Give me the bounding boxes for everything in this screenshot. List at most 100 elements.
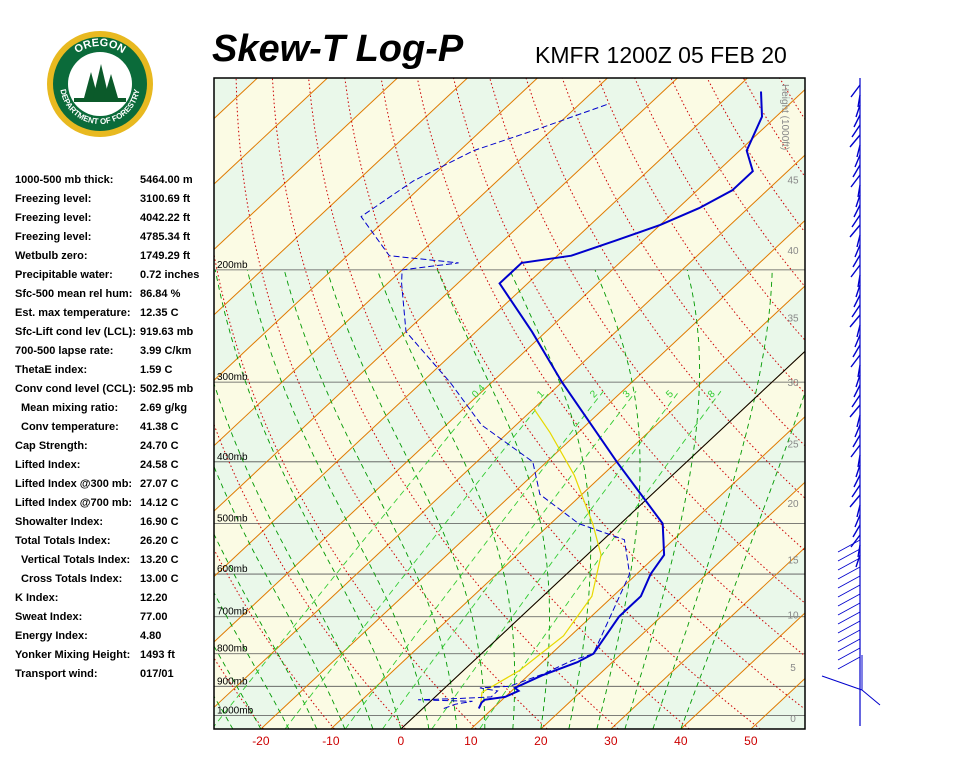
wind-barb-icon: [851, 214, 861, 228]
mixing-ratio-line: [344, 390, 604, 729]
wind-barb-icon: [837, 647, 861, 661]
height-tick-label: 10: [787, 610, 799, 621]
dry-adiabat: [816, 78, 960, 729]
index-label: K Index:: [15, 591, 59, 604]
index-value: 4.80: [140, 629, 162, 642]
index-row: Mean mixing ratio: 2.69 g/kg: [15, 398, 220, 417]
index-value: 4785.34 ft: [140, 230, 191, 243]
index-label: 700-500 lapse rate:: [15, 344, 114, 357]
pressure-label: 500mb: [217, 514, 248, 525]
height-tick-label: 0: [790, 714, 796, 725]
index-label: Energy Index:: [15, 629, 88, 642]
index-value: 16.90 C: [140, 515, 179, 528]
moist-adiabat: [214, 591, 290, 729]
wind-barb-icon: [821, 675, 863, 691]
index-value: 5464.00 m: [140, 173, 193, 186]
moist-adiabat: [214, 269, 402, 729]
isotherm-line: [0, 78, 117, 729]
pressure-label: 800mb: [217, 644, 248, 655]
wind-barb-icon: [855, 374, 861, 388]
wind-barb-icon: [857, 544, 861, 558]
dry-adiabat: [925, 78, 960, 729]
index-row: Sweat Index: 77.00: [15, 607, 220, 626]
wind-barb-icon: [852, 164, 861, 178]
index-value: 0.72 inches: [140, 268, 200, 281]
dry-adiabat: [453, 78, 805, 604]
index-row: Vertical Totals Index: 13.20 C: [15, 550, 220, 569]
height-tick-label: 20: [787, 499, 799, 510]
temperature-band: [0, 78, 187, 729]
index-label: Lifted Index:: [15, 458, 81, 471]
parcel-trace: [479, 408, 602, 708]
pressure-label: 700mb: [217, 607, 248, 618]
index-row: 700-500 lapse rate: 3.99 C/km: [15, 341, 220, 360]
temperature-band: [214, 78, 805, 642]
index-label: Yonker Mixing Height:: [15, 648, 131, 661]
index-value: 4042.22 ft: [140, 211, 191, 224]
wind-barb-icon: [855, 104, 861, 118]
temperature-tick-label: -20: [252, 734, 270, 748]
wind-barb-icon: [851, 124, 861, 138]
moist-adiabat: [214, 645, 262, 729]
mixing-ratio-line: [479, 390, 722, 729]
height-tick-label: 40: [787, 246, 799, 257]
index-label: Freezing level:: [15, 211, 92, 224]
wind-barb-icon: [837, 539, 861, 553]
index-value: 24.70 C: [140, 439, 179, 452]
index-row: Wetbulb zero: 1749.29 ft: [15, 246, 220, 265]
pressure-label: 900mb: [217, 676, 248, 687]
wind-barb-icon: [857, 454, 861, 468]
index-value: 1493 ft: [140, 648, 175, 661]
height-tick-label: 5: [790, 663, 796, 674]
index-row: Yonker Mixing Height: 1493 ft: [15, 645, 220, 664]
index-label: Precipitable water:: [15, 268, 113, 281]
index-value: 26.20 C: [140, 534, 179, 547]
wind-barb-icon: [837, 602, 861, 616]
index-value: 502.95 mb: [140, 382, 194, 395]
chart-title: Skew-T Log-P: [212, 28, 464, 70]
wind-barb-icon: [837, 566, 861, 580]
isotherm-line: [680, 612, 805, 729]
index-row: Conv temperature: 41.38 C: [15, 417, 220, 436]
index-row: Sfc-500 mean rel hum: 86.84 %: [15, 284, 220, 303]
index-value: 919.63 mb: [140, 325, 194, 338]
moist-adiabat: [283, 269, 458, 729]
index-row: Lifted Index @700 mb: 14.12 C: [15, 493, 220, 512]
isotherm-line: [214, 78, 678, 512]
wind-barb-icon: [852, 434, 861, 448]
wind-barb-icon: [852, 524, 861, 538]
index-row: Energy Index: 4.80: [15, 626, 220, 645]
index-value: 86.84 %: [140, 287, 181, 300]
station-time-label: KMFR 1200Z 05 FEB 20: [535, 42, 787, 68]
wind-barb-icon: [837, 575, 861, 589]
isotherm-line: [214, 78, 398, 251]
moist-adiabat: [509, 269, 592, 729]
index-row: Total Totals Index: 26.20 C: [15, 531, 220, 550]
temperature-trace: [477, 91, 764, 709]
dry-adiabat: [416, 78, 805, 657]
isotherm-line: [610, 546, 805, 729]
index-row: K Index: 12.20: [15, 588, 220, 607]
index-label: Cap Strength:: [15, 439, 88, 452]
temperature-tick-label: 30: [604, 734, 618, 748]
index-row: Freezing level: 4042.22 ft: [15, 208, 220, 227]
index-value: 3100.69 ft: [140, 192, 191, 205]
wind-barb-icon: [852, 344, 861, 358]
wind-barb-icon: [855, 464, 861, 478]
moist-adiabat: [652, 269, 773, 729]
height-tick-label: 25: [787, 440, 799, 451]
moist-adiabat: [624, 269, 701, 729]
wind-barb-icon: [837, 620, 861, 634]
temperature-tick-label: 50: [744, 734, 758, 748]
pressure-label: 400mb: [217, 452, 248, 463]
index-label: Est. max temperature:: [15, 306, 131, 319]
index-label: Lifted Index @700 mb:: [15, 496, 133, 509]
isotherm-line: [470, 416, 805, 729]
index-value: 13.00 C: [140, 572, 179, 585]
wind-barb-icon: [837, 557, 861, 571]
wind-barb-icon: [854, 424, 861, 438]
index-row: Lifted Index: 24.58 C: [15, 455, 220, 474]
dry-adiabat: [308, 78, 690, 729]
wind-barb-icon: [853, 384, 861, 398]
